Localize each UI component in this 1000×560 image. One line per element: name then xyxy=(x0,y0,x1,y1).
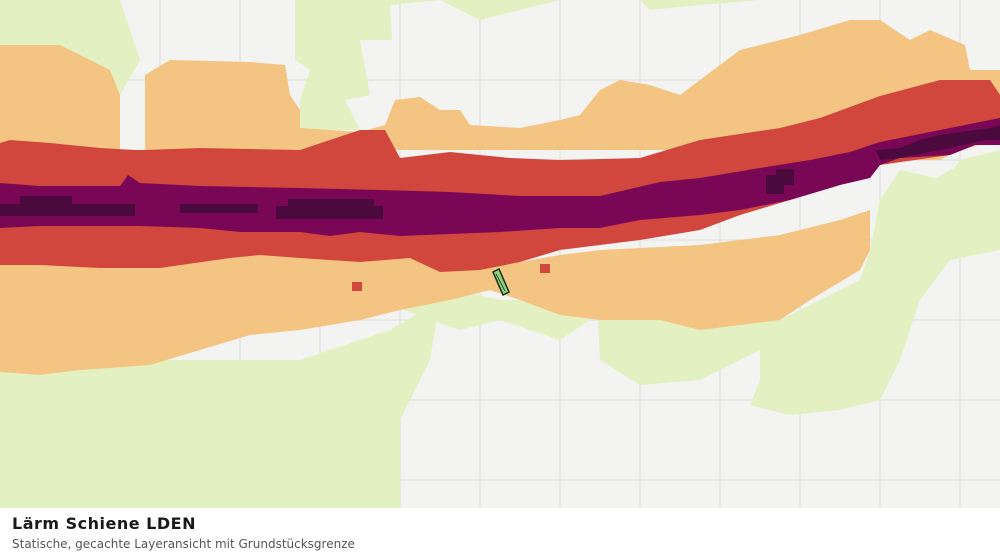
layer-title: Lärm Schiene LDEN xyxy=(12,514,196,533)
layer-subtitle: Statische, gecachte Layeransicht mit Gru… xyxy=(12,537,355,551)
noise-zone-low xyxy=(0,0,1000,508)
property-parcel[interactable] xyxy=(492,267,510,297)
noise-zone-extreme xyxy=(0,125,1000,219)
noise-zone-medium xyxy=(0,20,1000,375)
map-caption: Lärm Schiene LDEN Statische, gecachte La… xyxy=(0,508,1000,560)
